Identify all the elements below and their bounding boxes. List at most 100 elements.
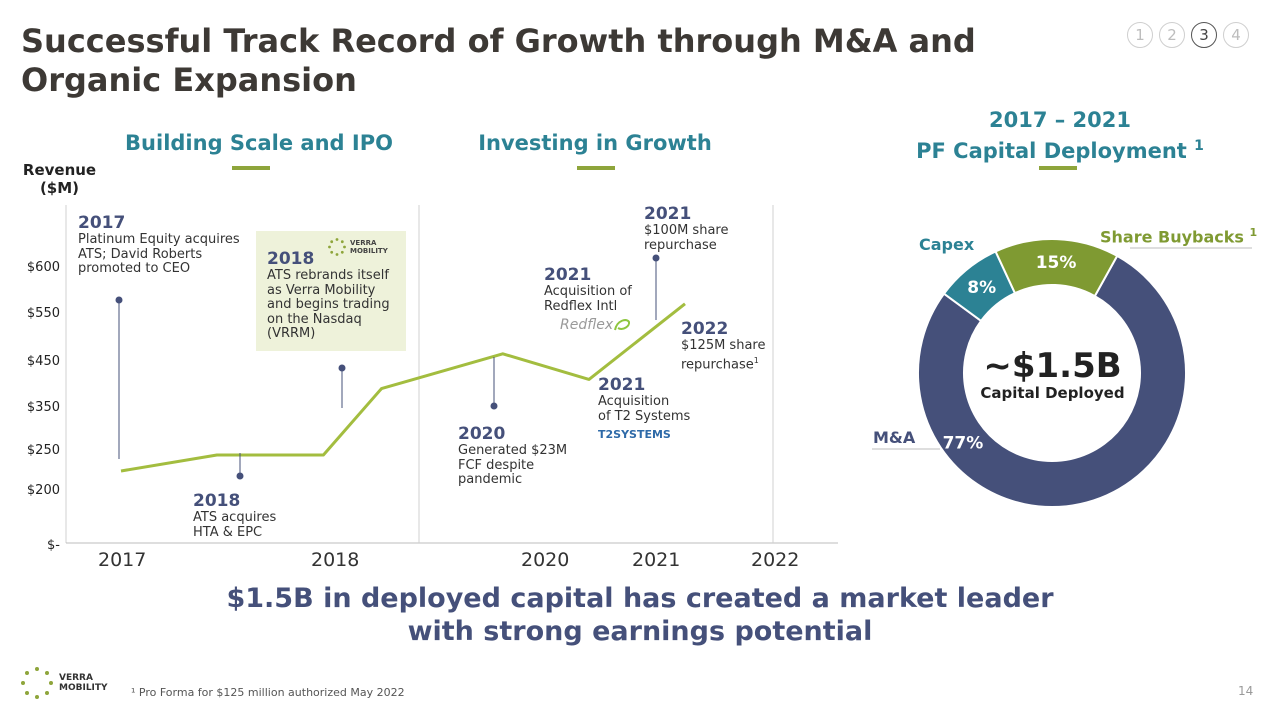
donut-marks: 77% 8% 15%	[917, 238, 1187, 508]
event-text: Acquisition	[598, 394, 670, 409]
page-3-button[interactable]: 3	[1191, 22, 1217, 48]
donut-slice-share-buybacks	[994, 238, 1119, 298]
event-text: ATS acquires	[193, 510, 277, 525]
event-text: promoted to CEO	[78, 261, 191, 276]
event-2022-repurchase: 2022 $125M share repurchase1	[681, 320, 791, 372]
event-text: (VRRM)	[267, 326, 316, 341]
logo-text: VERRA	[59, 673, 93, 683]
page-4-button[interactable]: 4	[1223, 22, 1249, 48]
event-year: 2021	[598, 375, 646, 395]
y-tick-label: $250	[26, 443, 60, 458]
x-tick-label: 2018	[311, 549, 360, 571]
event-text: Redflex Intl	[544, 298, 618, 314]
page-title: Successful Track Record of Growth throug…	[21, 22, 976, 99]
event-year: 2021	[644, 204, 692, 224]
redflex-logo: Redflex	[560, 316, 631, 334]
page-2-button[interactable]: 2	[1159, 22, 1185, 48]
logo-text: Redflex	[560, 317, 614, 333]
donut-slice-label: 77%	[943, 434, 984, 454]
tagline-line2: with strong earnings potential	[407, 616, 873, 647]
logo-text: MOBILITY	[59, 683, 108, 693]
footnote-marker: 1	[1249, 226, 1258, 239]
capex-label: Capex	[919, 235, 975, 254]
y-tick-label: $450	[26, 354, 60, 369]
annotation-marker	[115, 296, 123, 304]
section-underline	[1039, 166, 1077, 170]
footnote-marker: 1	[1194, 138, 1204, 154]
chart-marks	[115, 254, 686, 480]
annotation-marker	[490, 402, 498, 410]
section-title-building-scale: Building Scale and IPO	[125, 131, 393, 155]
donut-center-label: Capital Deployed	[980, 384, 1125, 402]
revenue-series-line	[120, 302, 686, 473]
t2-systems-logo: T2SYSTEMS	[598, 428, 671, 441]
x-tick-label: 2021	[632, 549, 681, 571]
page-1-button[interactable]: 1	[1127, 22, 1153, 48]
event-text: repurchase	[644, 237, 717, 253]
event-text: on the Nasdaq	[267, 311, 362, 327]
event-2018-acquisition: 2018 ATS acquires HTA & EPC	[193, 492, 333, 540]
event-text: ATS; David Roberts	[78, 246, 203, 262]
event-text: as Verra Mobility	[267, 282, 376, 298]
event-2021-redflex: 2021 Acquisition of Redflex Intl	[544, 266, 674, 314]
verra-mobility-logo-icon	[21, 667, 53, 699]
event-text: HTA & EPC	[193, 524, 263, 540]
footnote-marker: 1	[753, 355, 759, 365]
event-year: 2020	[458, 424, 506, 444]
y-tick-label: $350	[26, 400, 60, 415]
donut-slice-m-a	[917, 254, 1187, 508]
ma-label: M&A	[873, 428, 916, 447]
donut-title-line2: PF Capital Deployment 1	[900, 133, 1220, 164]
buybacks-label: Share Buybacks 1	[1100, 226, 1257, 246]
pagination: 1 2 3 4	[1127, 22, 1249, 48]
annotation-marker	[652, 254, 660, 262]
event-year: 2022	[681, 319, 729, 339]
donut-title: 2017 – 2021 PF Capital Deployment 1	[900, 107, 1220, 164]
event-year: 2021	[544, 265, 592, 285]
annotation-marker	[236, 472, 244, 480]
section-title-investing: Investing in Growth	[478, 131, 712, 155]
event-2018-ipo-box	[256, 231, 406, 351]
event-year: 2018	[267, 249, 315, 269]
event-year: 2018	[193, 491, 241, 511]
section-underline	[577, 166, 615, 170]
event-text: pandemic	[458, 472, 523, 487]
event-text: Generated $23M	[458, 443, 568, 458]
x-tick-label: 2020	[521, 549, 570, 571]
tagline: $1.5B in deployed capital has created a …	[140, 582, 1140, 648]
event-year: 2017	[78, 213, 126, 233]
event-text: of T2 Systems	[598, 408, 691, 424]
event-text: Platinum Equity acquires	[78, 232, 240, 247]
y-axis-label: Revenue ($M)	[22, 161, 97, 197]
y-tick-label: $-	[47, 538, 60, 553]
donut-center-value: ~$1.5B	[983, 346, 1122, 386]
annotation-marker	[338, 364, 346, 372]
y-tick-label: $550	[26, 306, 60, 321]
event-text: FCF despite	[458, 457, 535, 473]
event-text: ATS rebrands itself	[267, 268, 389, 283]
event-text: repurchase	[681, 356, 754, 372]
buybacks-label-text: Share Buybacks	[1100, 227, 1244, 247]
x-tick-label: 2022	[751, 549, 800, 571]
verra-box-logo: VERRA MOBILITY	[327, 237, 388, 257]
redflex-swoosh-icon	[614, 319, 631, 331]
tagline-line1: $1.5B in deployed capital has created a …	[226, 583, 1054, 614]
event-text: $125M share	[681, 338, 766, 353]
donut-slice-label: 15%	[1036, 253, 1077, 273]
x-tick-label: 2017	[98, 549, 147, 571]
event-2017: 2017 Platinum Equity acquires ATS; David…	[78, 214, 258, 277]
donut-slice-label: 8%	[967, 278, 996, 298]
event-text: $100M share	[644, 223, 729, 238]
footnote: ¹ Pro Forma for $125 million authorized …	[131, 686, 405, 699]
event-text: repurchase1	[681, 354, 791, 373]
event-2018-ipo: 2018 ATS rebrands itself as Verra Mobili…	[267, 250, 402, 342]
logo-text: VERRA	[350, 239, 377, 247]
verra-leaf-icon	[328, 238, 346, 256]
page-number: 14	[1238, 684, 1254, 698]
event-text: and begins trading	[267, 297, 390, 312]
event-text: Acquisition of	[544, 284, 632, 299]
section-underline	[232, 166, 270, 170]
logo-text: MOBILITY	[350, 247, 388, 255]
verra-mobility-logo-text: VERRA MOBILITY	[59, 673, 108, 693]
donut-title-text: PF Capital Deployment	[916, 139, 1187, 163]
